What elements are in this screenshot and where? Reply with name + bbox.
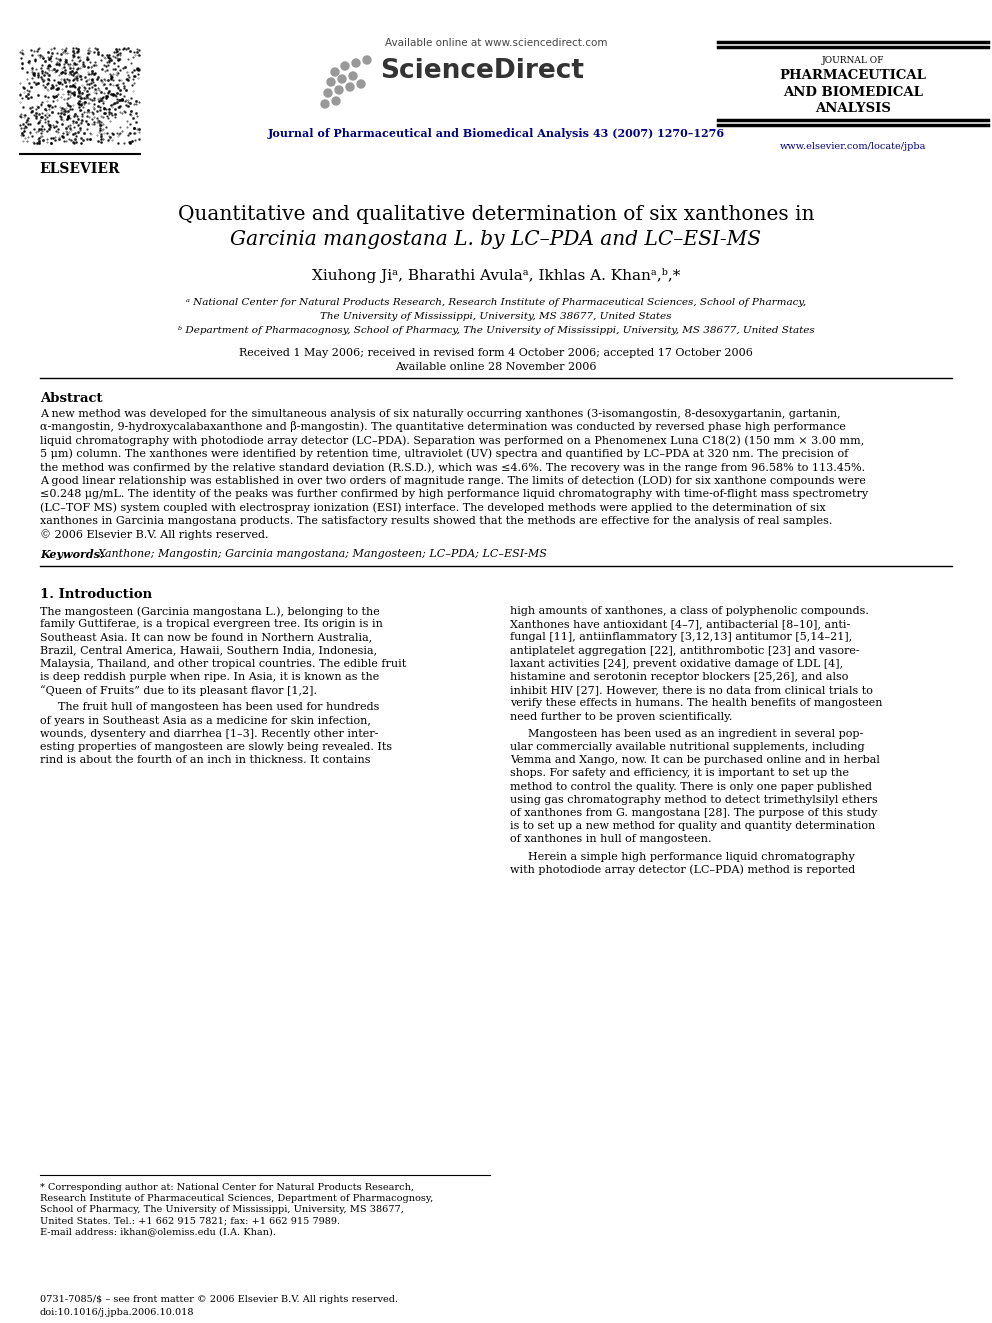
Text: School of Pharmacy, The University of Mississippi, University, MS 38677,: School of Pharmacy, The University of Mi… [40, 1205, 404, 1215]
Circle shape [363, 56, 371, 64]
Text: Xanthone; Mangostin; Garcinia mangostana; Mangosteen; LC–PDA; LC–ESI-MS: Xanthone; Mangostin; Garcinia mangostana… [98, 549, 548, 560]
Text: ≤0.248 μg/mL. The identity of the peaks was further confirmed by high performanc: ≤0.248 μg/mL. The identity of the peaks … [40, 490, 868, 499]
Text: rind is about the fourth of an inch in thickness. It contains: rind is about the fourth of an inch in t… [40, 755, 370, 765]
Text: A good linear relationship was established in over two orders of magnitude range: A good linear relationship was establish… [40, 475, 866, 486]
Text: doi:10.1016/j.jpba.2006.10.018: doi:10.1016/j.jpba.2006.10.018 [40, 1308, 194, 1316]
Text: antiplatelet aggregation [22], antithrombotic [23] and vasore-: antiplatelet aggregation [22], antithrom… [510, 646, 860, 656]
Text: 0731-7085/$ – see front matter © 2006 Elsevier B.V. All rights reserved.: 0731-7085/$ – see front matter © 2006 El… [40, 1295, 398, 1304]
Text: using gas chromatography method to detect trimethylsilyl ethers: using gas chromatography method to detec… [510, 795, 878, 804]
Text: Research Institute of Pharmaceutical Sciences, Department of Pharmacognosy,: Research Institute of Pharmaceutical Sci… [40, 1193, 434, 1203]
Text: 5 μm) column. The xanthones were identified by retention time, ultraviolet (UV) : 5 μm) column. The xanthones were identif… [40, 448, 848, 459]
Circle shape [331, 67, 339, 75]
Circle shape [321, 101, 329, 108]
Text: method to control the quality. There is only one paper published: method to control the quality. There is … [510, 782, 872, 791]
Text: The University of Mississippi, University, MS 38677, United States: The University of Mississippi, Universit… [320, 312, 672, 321]
Text: Abstract: Abstract [40, 392, 102, 405]
Text: ELSEVIER: ELSEVIER [40, 161, 120, 176]
Text: JOURNAL OF: JOURNAL OF [821, 56, 884, 65]
Text: * Corresponding author at: National Center for Natural Products Research,: * Corresponding author at: National Cent… [40, 1183, 414, 1192]
Circle shape [341, 62, 349, 70]
Text: Mangosteen has been used as an ingredient in several pop-: Mangosteen has been used as an ingredien… [528, 729, 863, 738]
Text: A new method was developed for the simultaneous analysis of six naturally occurr: A new method was developed for the simul… [40, 407, 840, 418]
Text: The fruit hull of mangosteen has been used for hundreds: The fruit hull of mangosteen has been us… [58, 703, 379, 712]
Text: Keywords:: Keywords: [40, 549, 104, 560]
Text: liquid chromatography with photodiode array detector (LC–PDA). Separation was pe: liquid chromatography with photodiode ar… [40, 435, 864, 446]
Text: Xanthones have antioxidant [4–7], antibacterial [8–10], anti-: Xanthones have antioxidant [4–7], antiba… [510, 619, 850, 630]
Text: E-mail address: ikhan@olemiss.edu (I.A. Khan).: E-mail address: ikhan@olemiss.edu (I.A. … [40, 1226, 276, 1236]
Text: is to set up a new method for quality and quantity determination: is to set up a new method for quality an… [510, 822, 875, 831]
Text: 1. Introduction: 1. Introduction [40, 587, 152, 601]
Text: verify these effects in humans. The health benefits of mangosteen: verify these effects in humans. The heal… [510, 699, 883, 708]
Text: ular commercially available nutritional supplements, including: ular commercially available nutritional … [510, 742, 865, 751]
Text: “Queen of Fruits” due to its pleasant flavor [1,2].: “Queen of Fruits” due to its pleasant fl… [40, 685, 317, 696]
Text: Herein a simple high performance liquid chromatography: Herein a simple high performance liquid … [528, 852, 855, 861]
Text: histamine and serotonin receptor blockers [25,26], and also: histamine and serotonin receptor blocker… [510, 672, 848, 681]
Circle shape [332, 97, 340, 105]
Text: of xanthones in hull of mangosteen.: of xanthones in hull of mangosteen. [510, 835, 711, 844]
Text: ANALYSIS: ANALYSIS [815, 102, 891, 115]
Text: United States. Tel.: +1 662 915 7821; fax: +1 662 915 7989.: United States. Tel.: +1 662 915 7821; fa… [40, 1216, 340, 1225]
Text: of years in Southeast Asia as a medicine for skin infection,: of years in Southeast Asia as a medicine… [40, 716, 371, 725]
Text: Journal of Pharmaceutical and Biomedical Analysis 43 (2007) 1270–1276: Journal of Pharmaceutical and Biomedical… [268, 128, 724, 139]
Text: (LC–TOF MS) system coupled with electrospray ionization (ESI) interface. The dev: (LC–TOF MS) system coupled with electros… [40, 503, 825, 513]
Text: laxant activities [24], prevent oxidative damage of LDL [4],: laxant activities [24], prevent oxidativ… [510, 659, 843, 669]
Text: family Guttiferae, is a tropical evergreen tree. Its origin is in: family Guttiferae, is a tropical evergre… [40, 619, 383, 630]
Text: ScienceDirect: ScienceDirect [380, 58, 584, 83]
Text: is deep reddish purple when ripe. In Asia, it is known as the: is deep reddish purple when ripe. In Asi… [40, 672, 379, 681]
Text: Brazil, Central America, Hawaii, Southern India, Indonesia,: Brazil, Central America, Hawaii, Souther… [40, 646, 377, 656]
Text: Xiuhong Jiᵃ, Bharathi Avulaᵃ, Ikhlas A. Khanᵃ,ᵇ,*: Xiuhong Jiᵃ, Bharathi Avulaᵃ, Ikhlas A. … [311, 269, 681, 283]
Circle shape [349, 71, 357, 79]
Circle shape [327, 78, 335, 86]
Text: www.elsevier.com/locate/jpba: www.elsevier.com/locate/jpba [780, 142, 927, 151]
Circle shape [338, 75, 346, 83]
Circle shape [335, 86, 343, 94]
Text: ᵃ National Center for Natural Products Research, Research Institute of Pharmaceu: ᵃ National Center for Natural Products R… [186, 298, 806, 307]
Text: esting properties of mangosteen are slowly being revealed. Its: esting properties of mangosteen are slow… [40, 742, 392, 751]
Text: xanthones in Garcinia mangostana products. The satisfactory results showed that : xanthones in Garcinia mangostana product… [40, 516, 832, 527]
Text: high amounts of xanthones, a class of polyphenolic compounds.: high amounts of xanthones, a class of po… [510, 606, 869, 617]
Text: Quantitative and qualitative determination of six xanthones in: Quantitative and qualitative determinati… [178, 205, 814, 224]
Text: PHARMACEUTICAL: PHARMACEUTICAL [780, 69, 927, 82]
Text: with photodiode array detector (LC–PDA) method is reported: with photodiode array detector (LC–PDA) … [510, 865, 855, 876]
Text: ᵇ Department of Pharmacognosy, School of Pharmacy, The University of Mississippi: ᵇ Department of Pharmacognosy, School of… [178, 325, 814, 335]
Text: fungal [11], antiinflammatory [3,12,13] antitumor [5,14–21],: fungal [11], antiinflammatory [3,12,13] … [510, 632, 852, 643]
Circle shape [346, 83, 354, 91]
Text: of xanthones from G. mangostana [28]. The purpose of this study: of xanthones from G. mangostana [28]. Th… [510, 808, 877, 818]
Text: The mangosteen (Garcinia mangostana L.), belonging to the: The mangosteen (Garcinia mangostana L.),… [40, 606, 380, 617]
Text: the method was confirmed by the relative standard deviation (R.S.D.), which was : the method was confirmed by the relative… [40, 462, 865, 472]
Text: Malaysia, Thailand, and other tropical countries. The edible fruit: Malaysia, Thailand, and other tropical c… [40, 659, 407, 669]
Text: Received 1 May 2006; received in revised form 4 October 2006; accepted 17 Octobe: Received 1 May 2006; received in revised… [239, 348, 753, 359]
Text: wounds, dysentery and diarrhea [1–3]. Recently other inter-: wounds, dysentery and diarrhea [1–3]. Re… [40, 729, 378, 738]
Text: α-mangostin, 9-hydroxycalabaxanthone and β-mangostin). The quantitative determin: α-mangostin, 9-hydroxycalabaxanthone and… [40, 422, 846, 433]
Text: need further to be proven scientifically.: need further to be proven scientifically… [510, 712, 732, 721]
Circle shape [352, 60, 360, 67]
Text: Garcinia mangostana L. by LC–PDA and LC–ESI-MS: Garcinia mangostana L. by LC–PDA and LC–… [230, 230, 762, 249]
Text: Available online 28 November 2006: Available online 28 November 2006 [395, 363, 597, 372]
Text: AND BIOMEDICAL: AND BIOMEDICAL [783, 86, 923, 99]
Text: shops. For safety and efficiency, it is important to set up the: shops. For safety and efficiency, it is … [510, 769, 849, 778]
Text: Vemma and Xango, now. It can be purchased online and in herbal: Vemma and Xango, now. It can be purchase… [510, 755, 880, 765]
Circle shape [357, 79, 365, 89]
Text: Available online at www.sciencedirect.com: Available online at www.sciencedirect.co… [385, 38, 607, 48]
Text: inhibit HIV [27]. However, there is no data from clinical trials to: inhibit HIV [27]. However, there is no d… [510, 685, 873, 695]
Circle shape [324, 89, 332, 97]
Text: Southeast Asia. It can now be found in Northern Australia,: Southeast Asia. It can now be found in N… [40, 632, 372, 643]
Text: © 2006 Elsevier B.V. All rights reserved.: © 2006 Elsevier B.V. All rights reserved… [40, 529, 269, 540]
